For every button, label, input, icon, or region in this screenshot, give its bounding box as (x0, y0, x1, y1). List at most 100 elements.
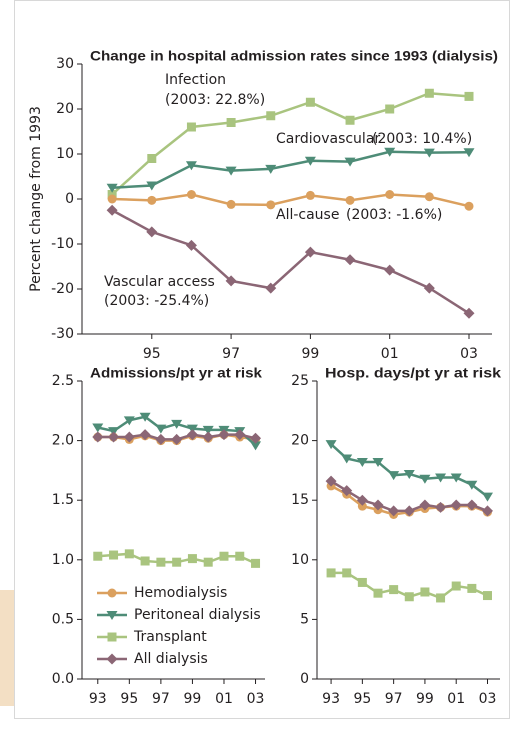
marker (403, 469, 415, 479)
y-tick-label: 5 (300, 611, 309, 627)
marker (385, 190, 395, 199)
marker (385, 104, 395, 114)
series-line (111, 209, 470, 315)
marker (384, 264, 396, 276)
y-tick-label: -20 (51, 281, 74, 297)
marker (251, 558, 261, 568)
marker (147, 195, 157, 205)
x-tick-label: 95 (143, 346, 161, 362)
marker (155, 433, 167, 445)
y-tick-label: 30 (56, 56, 74, 72)
marker (234, 429, 246, 441)
x-tick-label: 93 (89, 691, 107, 707)
marker (139, 412, 151, 422)
y-tick-label: 0 (65, 191, 74, 207)
marker (186, 190, 196, 199)
marker (106, 204, 118, 216)
marker (155, 424, 167, 434)
marker (384, 147, 396, 157)
marker (265, 164, 277, 174)
marker (266, 111, 276, 121)
marker (225, 166, 237, 176)
marker (202, 425, 214, 435)
marker (305, 190, 315, 200)
marker (92, 423, 104, 433)
marker (235, 551, 245, 561)
y-tick-label: -10 (51, 236, 74, 252)
marker (344, 157, 356, 167)
series-note: (2003: 10.4%) (372, 131, 472, 147)
marker (356, 494, 368, 506)
series-label: All-cause (276, 207, 339, 223)
marker (344, 254, 356, 266)
chart-title: Change in hospital admission rates since… (90, 48, 498, 64)
marker (403, 505, 415, 517)
marker (325, 475, 337, 487)
chart-title: Admissions/pt yr at risk (90, 365, 262, 381)
y-tick-label: 0.0 (52, 671, 74, 687)
marker (156, 557, 166, 567)
x-tick-label: 03 (479, 691, 497, 707)
marker (450, 473, 462, 483)
x-tick-label: 01 (447, 691, 465, 707)
series-note: (2003: -25.4%) (104, 293, 209, 309)
marker (93, 551, 103, 561)
marker (357, 501, 367, 511)
series-line (111, 91, 470, 196)
marker (345, 195, 355, 205)
marker (146, 226, 158, 238)
marker (451, 581, 461, 591)
marker (106, 611, 118, 620)
marker (109, 550, 119, 560)
marker (218, 429, 230, 441)
series-line (112, 193, 470, 208)
marker (304, 246, 316, 258)
x-tick-label: 97 (385, 691, 403, 707)
marker (203, 557, 213, 567)
marker (423, 282, 435, 294)
marker (186, 122, 196, 132)
marker (419, 499, 431, 511)
x-tick-label: 99 (416, 691, 434, 707)
marker (124, 549, 134, 559)
marker (345, 115, 355, 125)
x-tick-label: 95 (120, 691, 138, 707)
y-tick-label: 1.5 (52, 492, 74, 508)
x-tick-label: 97 (152, 691, 170, 707)
marker (106, 183, 118, 193)
marker (435, 473, 447, 483)
marker (185, 239, 197, 251)
legend-label: Transplant (133, 629, 207, 645)
y-tick-label: 25 (291, 373, 309, 389)
y-tick-label: -30 (51, 326, 74, 342)
marker (304, 156, 316, 166)
marker (107, 588, 117, 598)
series-label: Cardiovascular (276, 131, 380, 147)
marker (107, 194, 117, 204)
y-tick-label: 0.5 (52, 611, 74, 627)
y-tick-label: 1.0 (52, 552, 74, 568)
marker (107, 632, 117, 642)
marker (420, 587, 430, 597)
marker (250, 441, 262, 451)
x-tick-label: 97 (222, 346, 240, 362)
marker (464, 91, 474, 101)
marker (139, 429, 151, 441)
series-note: (2003: 22.8%) (165, 92, 265, 108)
marker (172, 557, 182, 567)
marker (305, 97, 315, 107)
marker (341, 454, 353, 464)
marker (481, 505, 493, 517)
x-tick-label: 95 (353, 691, 371, 707)
marker (464, 201, 474, 211)
marker (357, 577, 367, 587)
marker (388, 471, 400, 481)
marker (106, 653, 118, 665)
y-tick-label: 20 (291, 433, 309, 449)
chart-title: Hosp. days/pt yr at risk (325, 365, 501, 381)
y-tick-label: 2.0 (52, 433, 74, 449)
panel-frame (14, 0, 510, 719)
marker (467, 583, 477, 593)
marker (424, 192, 434, 202)
